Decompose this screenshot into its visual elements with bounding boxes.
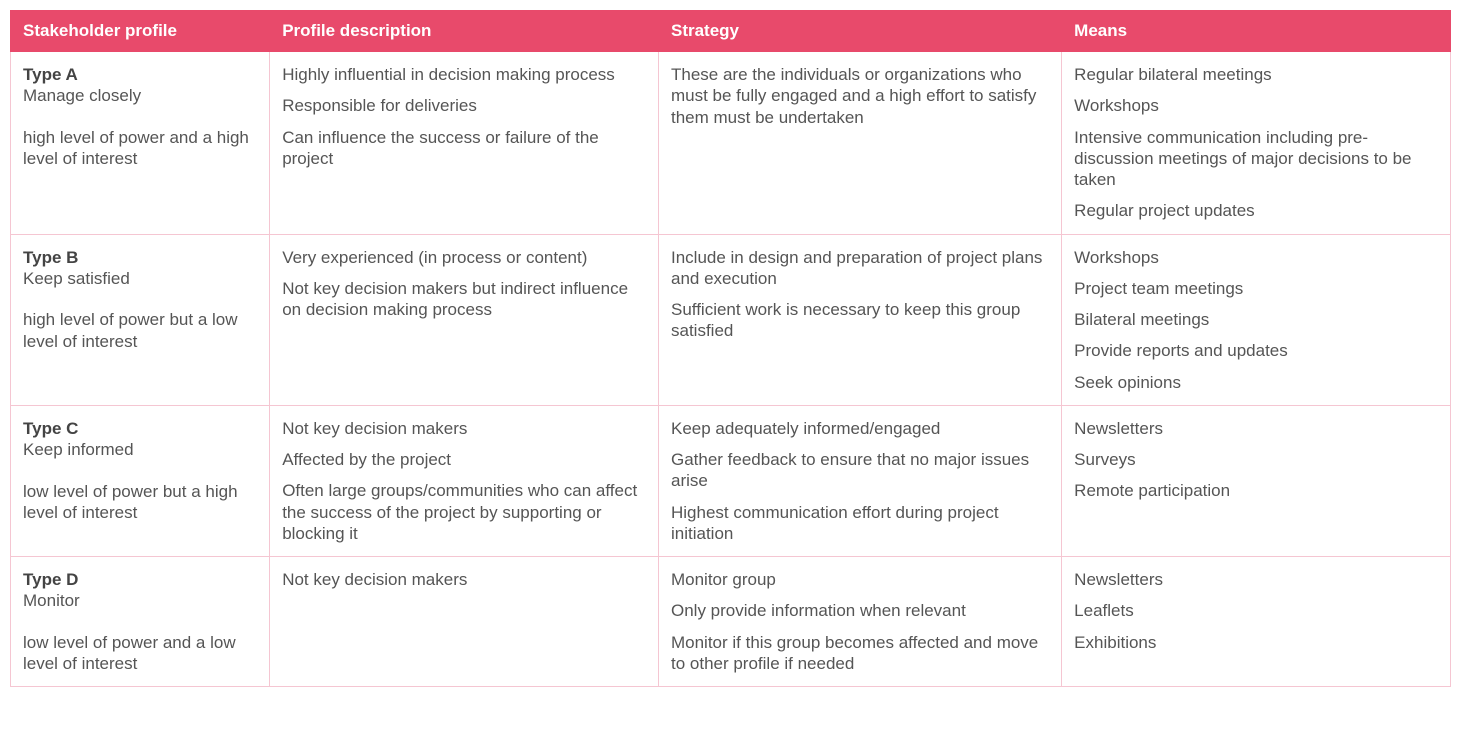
cell-para: Provide reports and updates (1074, 340, 1438, 361)
profile-name: Keep satisfied (23, 268, 257, 289)
cell-para: Regular bilateral meetings (1074, 64, 1438, 85)
cell-para: Workshops (1074, 247, 1438, 268)
col-header-means: Means (1062, 11, 1451, 52)
cell-para: Very experienced (in process or content) (282, 247, 646, 268)
cell-profile: Type DMonitor low level of power and a lo… (11, 557, 270, 687)
cell-para: Monitor group (671, 569, 1049, 590)
cell-para: Include in design and preparation of pro… (671, 247, 1049, 290)
spacer (23, 460, 257, 480)
cell-strategy: Include in design and preparation of pro… (658, 234, 1061, 405)
table-row: Type DMonitor low level of power and a lo… (11, 557, 1451, 687)
cell-para: These are the individuals or organizatio… (671, 64, 1049, 128)
cell-para: Project team meetings (1074, 278, 1438, 299)
cell-means: Workshops Project team meetings Bilateral … (1062, 234, 1451, 405)
cell-para: Gather feedback to ensure that no major … (671, 449, 1049, 492)
col-header-profile: Stakeholder profile (11, 11, 270, 52)
cell-para: Newsletters (1074, 569, 1438, 590)
cell-para: Not key decision makers (282, 418, 646, 439)
cell-para: Only provide information when relevant (671, 600, 1049, 621)
cell-para: Not key decision makers (282, 569, 646, 590)
profile-type: Type C (23, 418, 257, 439)
cell-para: Seek opinions (1074, 372, 1438, 393)
cell-para: Exhibitions (1074, 632, 1438, 653)
profile-type: Type B (23, 247, 257, 268)
cell-para: Responsible for deliveries (282, 95, 646, 116)
cell-description: Highly influential in decision making pr… (270, 52, 659, 235)
cell-para: Highest communication effort during proj… (671, 502, 1049, 545)
spacer (23, 107, 257, 127)
cell-para: Monitor if this group becomes affected a… (671, 632, 1049, 675)
cell-para: Sufficient work is necessary to keep thi… (671, 299, 1049, 342)
cell-para: Bilateral meetings (1074, 309, 1438, 330)
cell-para: Not key decision makers but indirect inf… (282, 278, 646, 321)
spacer (23, 289, 257, 309)
profile-name: Manage closely (23, 85, 257, 106)
profile-type: Type D (23, 569, 257, 590)
table-row: Type BKeep satisfied high level of power … (11, 234, 1451, 405)
cell-para: Can influence the success or failure of … (282, 127, 646, 170)
cell-strategy: Keep adequately informed/engaged Gather f… (658, 405, 1061, 556)
col-header-description: Profile description (270, 11, 659, 52)
cell-description: Very experienced (in process or content)… (270, 234, 659, 405)
table-row: Type AManage closely high level of power … (11, 52, 1451, 235)
col-header-strategy: Strategy (658, 11, 1061, 52)
cell-profile: Type CKeep informed low level of power bu… (11, 405, 270, 556)
profile-name: Monitor (23, 590, 257, 611)
profile-type: Type A (23, 64, 257, 85)
profile-name: Keep informed (23, 439, 257, 460)
cell-para: Intensive communication including pre-di… (1074, 127, 1438, 191)
cell-para: Remote participation (1074, 480, 1438, 501)
profile-note: low level of power and a low level of in… (23, 632, 257, 675)
profile-note: high level of power and a high level of … (23, 127, 257, 170)
cell-description: Not key decision makers Affected by the p… (270, 405, 659, 556)
cell-para: Often large groups/communities who can a… (282, 480, 646, 544)
cell-means: Newsletters Surveys Remote participation (1062, 405, 1451, 556)
cell-para: Highly influential in decision making pr… (282, 64, 646, 85)
profile-note: low level of power but a high level of i… (23, 481, 257, 524)
cell-para: Keep adequately informed/engaged (671, 418, 1049, 439)
cell-profile: Type AManage closely high level of power … (11, 52, 270, 235)
cell-para: Regular project updates (1074, 200, 1438, 221)
cell-para: Leaflets (1074, 600, 1438, 621)
cell-means: Regular bilateral meetings Workshops Inten… (1062, 52, 1451, 235)
cell-para: Newsletters (1074, 418, 1438, 439)
spacer (23, 612, 257, 632)
cell-strategy: Monitor group Only provide information wh… (658, 557, 1061, 687)
cell-para: Surveys (1074, 449, 1438, 470)
table-header-row: Stakeholder profile Profile description … (11, 11, 1451, 52)
table-row: Type CKeep informed low level of power bu… (11, 405, 1451, 556)
table-body: Type AManage closely high level of power … (11, 52, 1451, 687)
cell-means: Newsletters Leaflets Exhibitions (1062, 557, 1451, 687)
cell-para: Workshops (1074, 95, 1438, 116)
cell-profile: Type BKeep satisfied high level of power … (11, 234, 270, 405)
cell-para: Affected by the project (282, 449, 646, 470)
stakeholder-table: Stakeholder profile Profile description … (10, 10, 1451, 687)
profile-note: high level of power but a low level of i… (23, 309, 257, 352)
cell-strategy: These are the individuals or organizatio… (658, 52, 1061, 235)
cell-description: Not key decision makers (270, 557, 659, 687)
